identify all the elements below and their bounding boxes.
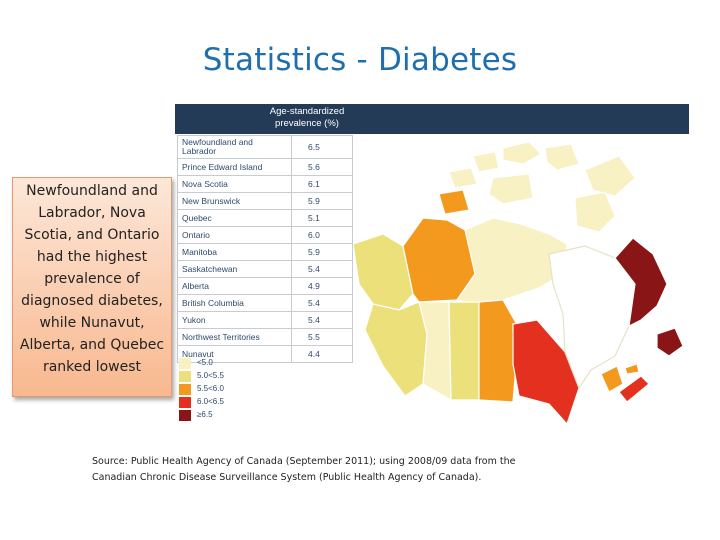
prevalence-value: 5.4: [291, 294, 353, 312]
prevalence-value: 4.4: [291, 345, 353, 363]
province-name: Ontario: [177, 226, 292, 244]
nunavut-island-2: [472, 151, 500, 173]
nunavut-island-baffin: [574, 191, 616, 233]
nunavut-island-3: [544, 143, 580, 171]
province-name: Manitoba: [177, 243, 292, 261]
table-row: British Columbia 5.4: [177, 294, 353, 312]
nunavut-island-5: [584, 155, 636, 197]
table-row: Prince Edward Island 5.6: [177, 158, 353, 176]
province-name: Nova Scotia: [177, 175, 292, 193]
table-row: Alberta 4.9: [177, 277, 353, 295]
region-nunavut: [455, 217, 568, 305]
prevalence-value: 5.6: [291, 158, 353, 176]
table-row: New Brunswick 5.9: [177, 192, 353, 210]
province-name: Northwest Territories: [177, 328, 292, 346]
province-name: Saskatchewan: [177, 260, 292, 278]
region-saskatchewan: [448, 301, 480, 401]
legend-swatch: [179, 384, 191, 395]
table-row: Newfoundland and Labrador 6.5: [177, 135, 353, 159]
nunavut-island-6: [488, 173, 534, 205]
region-nova-scotia: [618, 375, 650, 403]
province-name: New Brunswick: [177, 192, 292, 210]
province-name: Prince Edward Island: [177, 158, 292, 176]
nwt-island: [438, 189, 470, 215]
table-row: Ontario 6.0: [177, 226, 353, 244]
table-header: Age-standardized prevalence (%): [269, 106, 345, 129]
slide-title: Statistics - Diabetes: [202, 42, 518, 78]
prevalence-value: 6.0: [291, 226, 353, 244]
province-name: Yukon: [177, 311, 292, 329]
region-newfoundland-island: [656, 327, 684, 357]
legend-label: <5.0: [197, 358, 213, 367]
legend-swatch: [179, 371, 191, 382]
prevalence-value: 5.5: [291, 328, 353, 346]
nunavut-island-4: [448, 167, 478, 189]
diabetes-figure: Age-standardized prevalence (%) Newfound…: [175, 104, 689, 430]
legend-label: 5.5<6.0: [197, 384, 224, 393]
region-alberta: [418, 301, 452, 402]
province-name: British Columbia: [177, 294, 292, 312]
prevalence-value: 5.1: [291, 209, 353, 227]
region-british-columbia: [364, 301, 428, 397]
legend-swatch: [179, 358, 191, 369]
region-yukon: [353, 233, 414, 311]
canada-map: [353, 141, 684, 426]
table-row: Northwest Territories 5.5: [177, 328, 353, 346]
prevalence-value: 5.9: [291, 243, 353, 261]
table-row: Saskatchewan 5.4: [177, 260, 353, 278]
table-row: Manitoba 5.9: [177, 243, 353, 261]
province-name: Newfoundland and Labrador: [177, 135, 292, 159]
legend-swatch: [179, 410, 191, 421]
province-name: Quebec: [177, 209, 292, 227]
region-new-brunswick: [600, 365, 624, 393]
region-newfoundland-labrador: [614, 237, 668, 328]
table-row: Nova Scotia 6.1: [177, 175, 353, 193]
legend-label: 5.0<5.5: [197, 371, 224, 380]
arctic-islands: [438, 141, 636, 233]
legend-label: ≥6.5: [197, 410, 213, 419]
callout-box: Newfoundland and Labrador, Nova Scotia, …: [12, 177, 172, 397]
source-note: Source: Public Health Agency of Canada (…: [92, 456, 516, 483]
region-prince-edward-island: [624, 363, 640, 375]
prevalence-value: 5.9: [291, 192, 353, 210]
prevalence-value: 5.4: [291, 311, 353, 329]
legend-label: 6.0<6.5: [197, 397, 224, 406]
prevalence-value: 6.1: [291, 175, 353, 193]
nunavut-island-1: [502, 141, 542, 165]
province-name: Alberta: [177, 277, 292, 295]
province-name: Nunavut: [177, 345, 292, 363]
region-ontario: [512, 319, 580, 426]
prevalence-value: 5.4: [291, 260, 353, 278]
prevalence-table: Newfoundland and Labrador 6.5 Prince Edwar…: [177, 135, 353, 363]
prevalence-value: 6.5: [291, 135, 353, 159]
table-header-bar: Age-standardized prevalence (%): [175, 104, 689, 134]
table-row: Yukon 5.4: [177, 311, 353, 329]
region-quebec: [548, 245, 636, 390]
table-row: Quebec 5.1: [177, 209, 353, 227]
table-row: Nunavut 4.4: [177, 345, 353, 363]
legend-swatch: [179, 397, 191, 408]
prevalence-value: 4.9: [291, 277, 353, 295]
